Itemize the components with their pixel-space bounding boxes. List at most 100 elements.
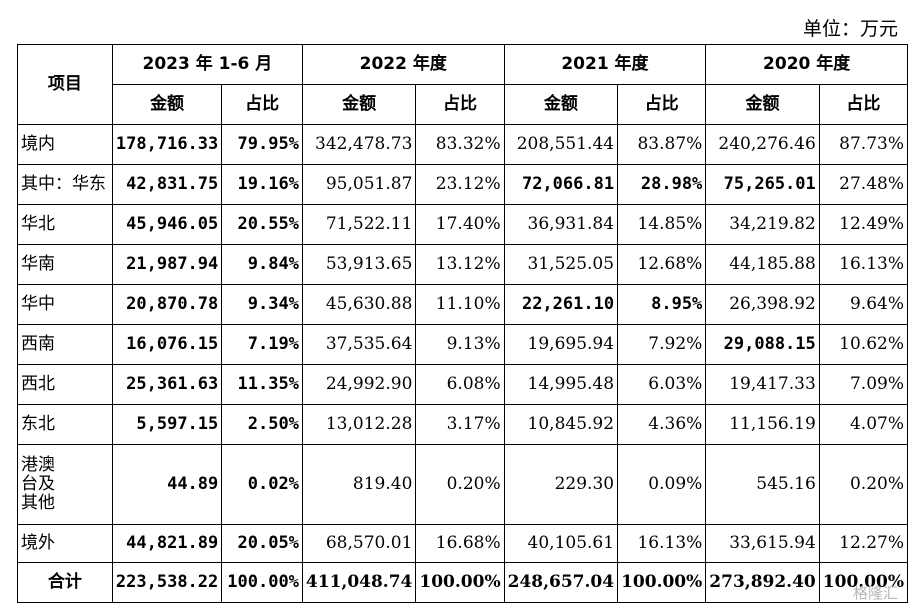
cell: 4.07%	[818, 404, 908, 445]
cell: 31,525.05	[503, 244, 619, 285]
cell: 6.03%	[617, 364, 707, 405]
cell: 14.85%	[617, 204, 707, 245]
cell: 7.09%	[818, 364, 908, 405]
cell: 27.48%	[818, 164, 908, 205]
cell: 19,417.33	[705, 364, 820, 405]
cell: 273,892.40	[705, 562, 820, 603]
table-row: 东北 5,597.15 2.50% 13,012.28 3.17% 10,845…	[17, 404, 908, 445]
cell: 75,265.01	[705, 164, 820, 205]
unit-label: 单位：万元	[802, 18, 898, 40]
table-row: 华北 45,946.05 20.55% 71,522.11 17.40% 36,…	[17, 204, 908, 245]
cell: 19,695.94	[503, 324, 619, 365]
header-ratio: 占比	[221, 84, 303, 125]
cell: 68,570.01	[301, 524, 417, 563]
cell: 240,276.46	[705, 124, 820, 165]
cell: 223,538.22	[111, 562, 223, 603]
header-item: 项目	[17, 44, 113, 125]
cell: 9.34%	[221, 284, 303, 325]
cell: 13.12%	[415, 244, 505, 285]
cell: 9.64%	[818, 284, 908, 325]
cell: 8.95%	[617, 284, 707, 325]
cell: 36,931.84	[503, 204, 619, 245]
table-row-total: 合计 223,538.22 100.00% 411,048.74 100.00%…	[17, 562, 908, 603]
cell: 72,066.81	[503, 164, 619, 205]
cell: 23.12%	[415, 164, 505, 205]
header-amount: 金额	[301, 84, 417, 125]
cell: 12.27%	[818, 524, 908, 563]
cell: 9.13%	[415, 324, 505, 365]
cell: 14,995.48	[503, 364, 619, 405]
cell: 0.20%	[818, 444, 908, 525]
cell: 37,535.64	[301, 324, 417, 365]
cell: 26,398.92	[705, 284, 820, 325]
cell: 40,105.61	[503, 524, 619, 563]
cell: 17.40%	[415, 204, 505, 245]
cell: 24,992.90	[301, 364, 417, 405]
cell: 28.98%	[617, 164, 707, 205]
row-label: 境外	[17, 524, 113, 563]
table-row: 港澳 台及 其他 44.89 0.02% 819.40 0.20% 229.30…	[17, 444, 908, 525]
cell: 9.84%	[221, 244, 303, 285]
cell: 44.89	[111, 444, 223, 525]
row-label-line: 其他	[21, 492, 55, 513]
table-row: 西北 25,361.63 11.35% 24,992.90 6.08% 14,9…	[17, 364, 908, 405]
cell: 10.62%	[818, 324, 908, 365]
cell: 5,597.15	[111, 404, 223, 445]
cell: 45,946.05	[111, 204, 223, 245]
cell: 16.13%	[617, 524, 707, 563]
cell: 22,261.10	[503, 284, 619, 325]
cell: 0.20%	[415, 444, 505, 525]
cell: 12.68%	[617, 244, 707, 285]
cell: 100.00%	[818, 562, 908, 603]
cell: 2.50%	[221, 404, 303, 445]
cell: 19.16%	[221, 164, 303, 205]
cell: 33,615.94	[705, 524, 820, 563]
cell: 20.55%	[221, 204, 303, 245]
cell: 44,185.88	[705, 244, 820, 285]
cell: 7.92%	[617, 324, 707, 365]
cell: 16.68%	[415, 524, 505, 563]
header-ratio: 占比	[818, 84, 908, 125]
row-label: 东北	[17, 404, 113, 445]
header-amount: 金额	[111, 84, 223, 125]
cell: 819.40	[301, 444, 417, 525]
header-period-2021: 2021 年度	[503, 44, 707, 85]
cell: 100.00%	[221, 562, 303, 603]
cell: 16,076.15	[111, 324, 223, 365]
cell: 21,987.94	[111, 244, 223, 285]
header-amount: 金额	[705, 84, 820, 125]
cell: 16.13%	[818, 244, 908, 285]
row-label: 港澳 台及 其他	[17, 444, 113, 525]
table-row: 华南 21,987.94 9.84% 53,913.65 13.12% 31,5…	[17, 244, 908, 285]
cell: 411,048.74	[301, 562, 417, 603]
cell: 29,088.15	[705, 324, 820, 365]
table-row: 境外 44,821.89 20.05% 68,570.01 16.68% 40,…	[17, 524, 908, 563]
row-label: 西北	[17, 364, 113, 405]
watermark: 格隆汇	[852, 584, 898, 602]
cell: 545.16	[705, 444, 820, 525]
cell: 87.73%	[818, 124, 908, 165]
cell: 0.02%	[221, 444, 303, 525]
header-period-2023h1: 2023 年 1-6 月	[111, 44, 303, 85]
cell: 83.87%	[617, 124, 707, 165]
cell: 44,821.89	[111, 524, 223, 563]
cell: 53,913.65	[301, 244, 417, 285]
cell: 71,522.11	[301, 204, 417, 245]
cell: 45,630.88	[301, 284, 417, 325]
cell: 178,716.33	[111, 124, 223, 165]
row-label: 华中	[17, 284, 113, 325]
cell: 0.09%	[617, 444, 707, 525]
row-label-line: 港澳	[21, 455, 55, 476]
cell: 34,219.82	[705, 204, 820, 245]
cell: 13,012.28	[301, 404, 417, 445]
cell: 79.95%	[221, 124, 303, 165]
cell: 11,156.19	[705, 404, 820, 445]
cell: 229.30	[503, 444, 619, 525]
cell: 7.19%	[221, 324, 303, 365]
table-row: 境内 178,716.33 79.95% 342,478.73 83.32% 2…	[17, 124, 908, 165]
revenue-by-region-table: 项目 2023 年 1-6 月 2022 年度 2021 年度 2020 年度 …	[17, 44, 908, 603]
row-label-line: 台及	[21, 474, 55, 495]
cell: 100.00%	[617, 562, 707, 603]
table-row: 华中 20,870.78 9.34% 45,630.88 11.10% 22,2…	[17, 284, 908, 325]
cell: 25,361.63	[111, 364, 223, 405]
